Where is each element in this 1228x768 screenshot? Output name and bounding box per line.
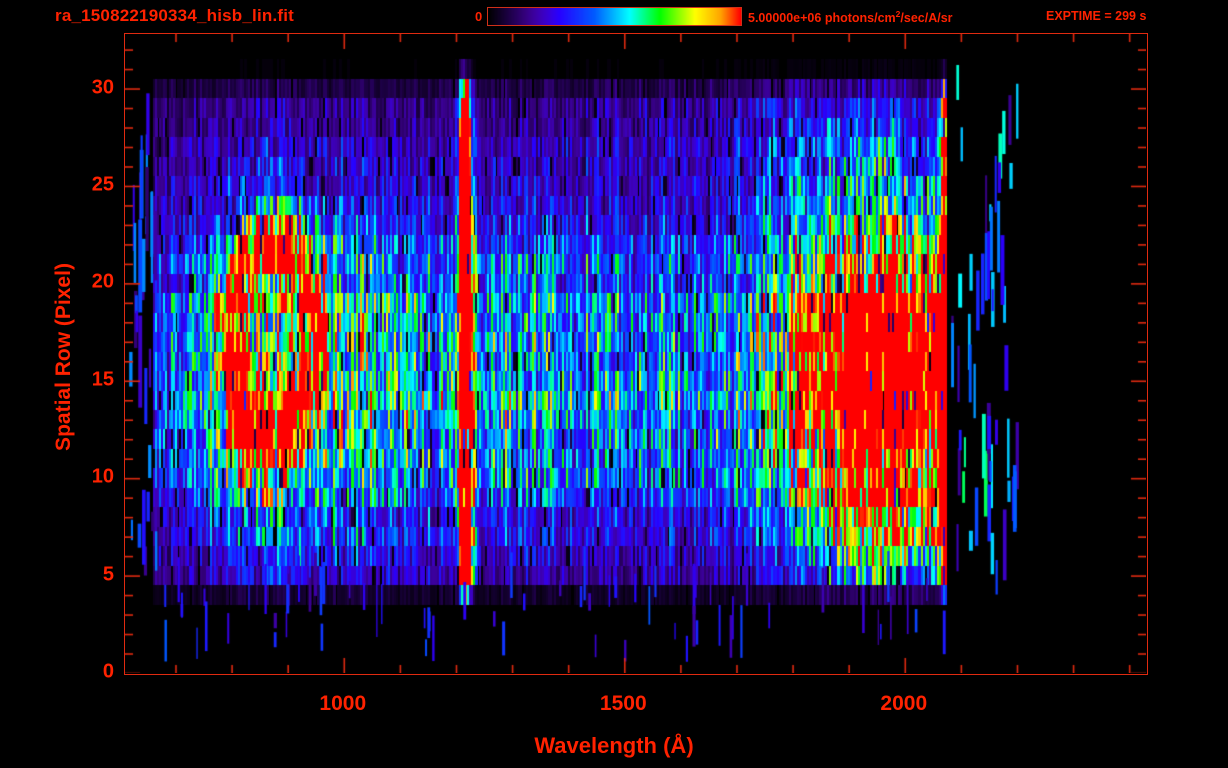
y-axis-title-wrap: Spatial Row (Pixel): [14, 33, 75, 675]
colorbar-unit-exponent: 2: [895, 9, 901, 19]
colorbar-max-value: 5.00000e+06 photons/cm: [748, 11, 896, 26]
colorbar-max-label: 5.00000e+06 photons/cm2/sec/A/sr: [748, 9, 953, 25]
y-axis-title: Spatial Row (Pixel): [52, 263, 75, 451]
y-tick-label: 15: [91, 368, 114, 391]
x-axis-title: Wavelength (Å): [534, 733, 694, 758]
x-tick-label: 1500: [599, 692, 647, 715]
y-tick-label: 10: [91, 465, 114, 488]
y-tick-labels: 0 5 10 15 20 25 30: [62, 33, 114, 682]
exptime-label: EXPTIME = 299 s: [1046, 9, 1147, 23]
colorbar-unit-suffix: /sec/A/sr: [900, 11, 953, 26]
y-tick-label: 0: [102, 660, 114, 683]
x-tick-labels: 1000 1500 2000: [124, 692, 1148, 722]
y-tick-label: 20: [91, 270, 114, 293]
page-title: ra_150822190334_hisb_lin.fit: [55, 6, 295, 25]
x-tick-label: 2000: [880, 692, 928, 715]
y-tick-label: 30: [91, 76, 114, 99]
plot-frame: [124, 33, 1148, 675]
x-tick-label: 1000: [319, 692, 367, 715]
colorbar-min-label: 0: [475, 9, 483, 24]
axis-ticks: [125, 34, 1146, 673]
y-tick-label: 25: [91, 173, 114, 196]
colorbar: [487, 7, 742, 26]
y-tick-label: 5: [102, 563, 114, 586]
